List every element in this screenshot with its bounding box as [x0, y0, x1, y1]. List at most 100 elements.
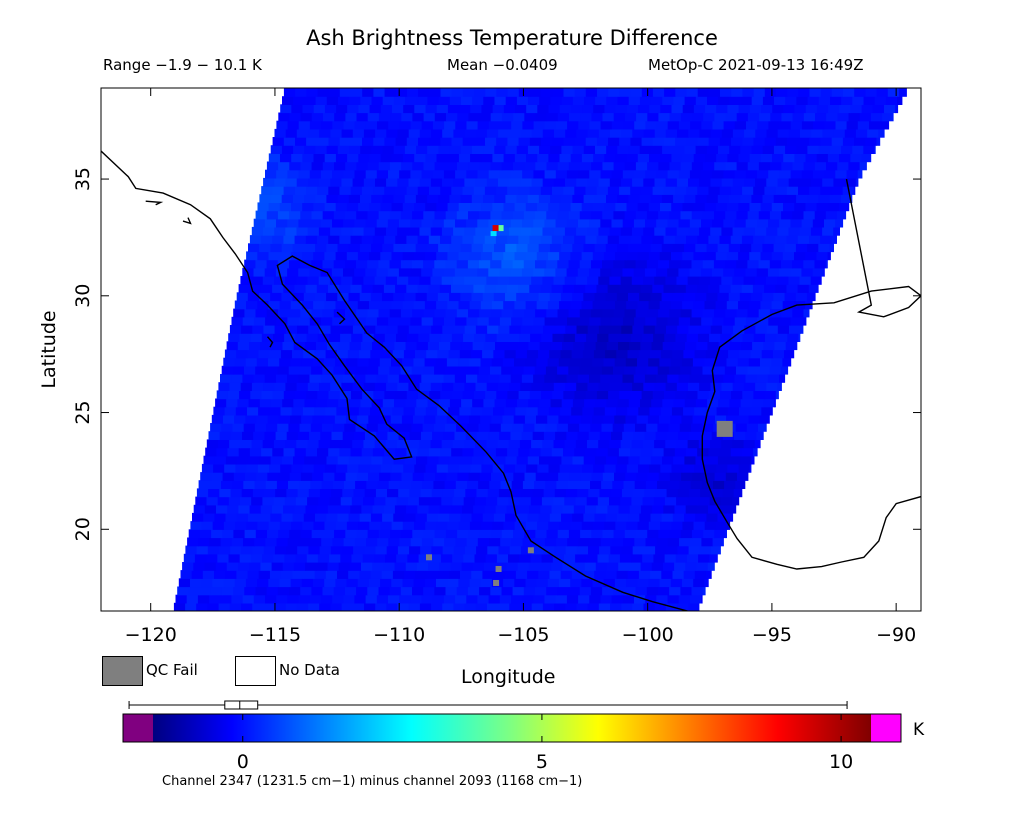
heatmap-cell — [252, 545, 265, 555]
heatmap-cell — [837, 161, 849, 171]
heatmap-cell — [579, 259, 592, 269]
heatmap-cell — [424, 300, 437, 310]
heatmap-cell — [656, 374, 668, 383]
heatmap-cell — [283, 235, 296, 244]
heatmap-cell — [326, 96, 339, 105]
heatmap-cell — [373, 137, 385, 146]
heatmap-cell — [589, 169, 602, 179]
heatmap-cell — [380, 578, 392, 588]
heatmap-cell — [243, 537, 255, 547]
heatmap-cell — [838, 202, 850, 212]
heatmap-cell — [183, 553, 196, 563]
heatmap-cell — [410, 218, 422, 228]
heatmap-cell — [678, 431, 690, 440]
heatmap-cell — [185, 602, 197, 611]
heatmap-cell — [330, 325, 343, 334]
heatmap-cell — [462, 284, 474, 293]
heatmap-cell — [505, 398, 518, 408]
heatmap-cell — [695, 145, 708, 154]
heatmap-cell — [736, 308, 749, 318]
heatmap-cell — [429, 553, 442, 563]
heatmap-cell — [551, 562, 563, 571]
heatmap-cell — [746, 120, 758, 130]
heatmap-cell — [455, 169, 467, 179]
heatmap-cell — [298, 169, 311, 179]
heatmap-cell — [825, 259, 828, 269]
heatmap-cell — [721, 128, 734, 138]
heatmap-cell — [523, 210, 536, 220]
heatmap-cell — [382, 243, 394, 253]
heatmap-cell — [752, 284, 765, 293]
heatmap-cell — [581, 153, 594, 163]
heatmap-cell — [287, 120, 300, 130]
heatmap-cell — [353, 488, 366, 498]
heatmap-cell — [554, 488, 567, 498]
heatmap-cell — [582, 104, 594, 114]
heatmap-cell — [621, 602, 633, 611]
heatmap-cell — [637, 578, 650, 588]
heatmap-cell — [311, 161, 324, 171]
heatmap-cell — [672, 349, 684, 359]
heatmap-cell — [412, 529, 425, 539]
heatmap-cell — [751, 145, 764, 154]
heatmap-cell — [324, 202, 337, 212]
heatmap-cell — [450, 504, 463, 514]
heatmap-cell — [699, 382, 711, 391]
heatmap-cell — [251, 226, 264, 236]
heatmap-cell — [773, 292, 786, 302]
heatmap-cell — [498, 488, 511, 498]
heatmap-cell — [438, 145, 451, 154]
heatmap-cell — [638, 570, 651, 579]
heatmap-cell — [473, 504, 485, 514]
heatmap-cell — [663, 186, 676, 195]
heatmap-cell — [570, 300, 583, 310]
heatmap-cell — [552, 390, 564, 400]
heatmap-cell — [488, 316, 501, 326]
heatmap-cell — [738, 202, 751, 212]
heatmap-cell — [495, 235, 508, 244]
heatmap-cell — [354, 120, 367, 130]
heatmap-cell — [723, 169, 736, 179]
heatmap-cell — [376, 374, 389, 383]
heatmap-cell — [401, 161, 413, 171]
heatmap-cell — [578, 316, 590, 326]
heatmap-cell — [324, 578, 336, 588]
heatmap-cell — [289, 161, 302, 171]
heatmap-cell — [400, 308, 413, 318]
heatmap-cell — [475, 602, 488, 611]
heatmap-cell — [756, 218, 769, 228]
heatmap-cell — [356, 161, 369, 171]
heatmap-cell — [726, 357, 739, 367]
heatmap-cell — [304, 398, 317, 408]
heatmap-cell — [404, 455, 417, 465]
heatmap-cell — [766, 128, 779, 138]
heatmap-cell — [800, 128, 812, 138]
heatmap-cell — [760, 300, 773, 310]
heatmap-cell — [529, 186, 542, 195]
heatmap-cell — [510, 218, 523, 228]
heatmap-cell — [761, 104, 773, 114]
heatmap-cell — [554, 602, 566, 611]
heatmap-cell — [188, 586, 201, 596]
heatmap-cell — [267, 472, 280, 481]
heatmap-cell — [698, 553, 710, 563]
heatmap-cell — [372, 562, 384, 571]
heatmap-cell — [729, 398, 742, 408]
heatmap-cell — [361, 284, 374, 293]
heatmap-cell — [859, 161, 867, 171]
heatmap-cell — [712, 374, 724, 383]
heatmap-cell — [234, 414, 246, 424]
heatmap-cell — [486, 496, 498, 506]
heatmap-cell — [572, 96, 585, 105]
heatmap-cell — [372, 447, 385, 457]
heatmap-cell — [596, 186, 609, 195]
heatmap-cell — [633, 431, 646, 440]
heatmap-cell — [329, 439, 342, 449]
heatmap-cell — [560, 292, 573, 302]
heatmap-cell — [458, 300, 471, 310]
heatmap-cell — [600, 267, 612, 277]
heatmap-cell — [611, 374, 624, 383]
heatmap-cell — [606, 194, 618, 203]
heatmap-cell — [829, 194, 842, 203]
heatmap-cell — [286, 431, 299, 440]
